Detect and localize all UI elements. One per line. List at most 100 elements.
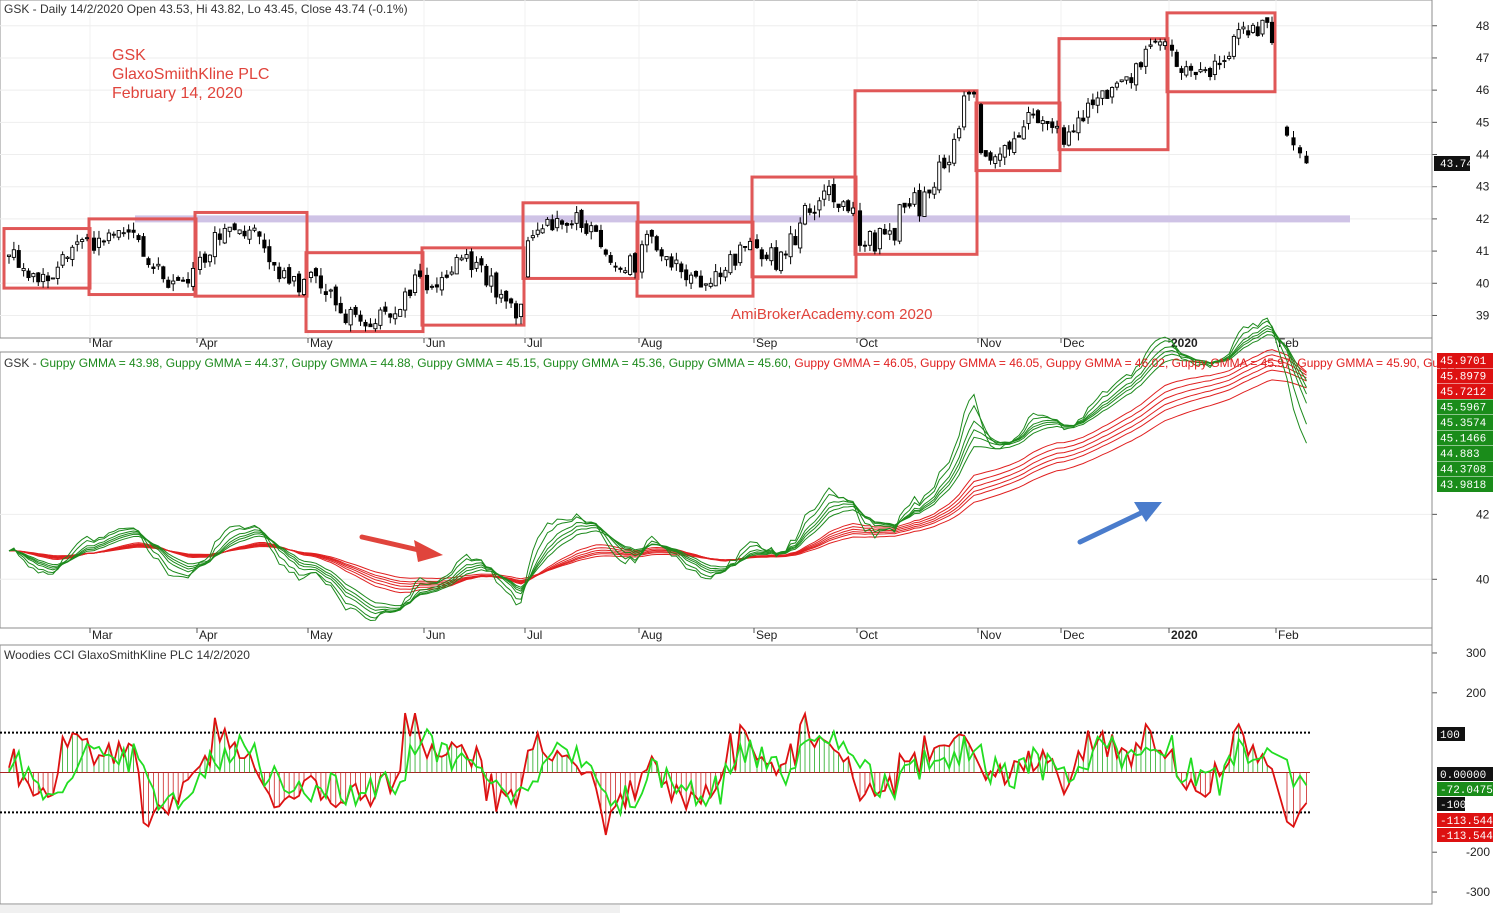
candle <box>1071 124 1076 133</box>
candle-body <box>84 237 90 240</box>
candle <box>1045 120 1050 131</box>
gmma-lines <box>8 317 1307 622</box>
candle <box>1119 79 1124 83</box>
candle <box>383 301 388 315</box>
candle <box>1188 63 1194 77</box>
candle-body <box>962 95 967 128</box>
candle-body <box>353 306 358 315</box>
candle <box>388 313 393 324</box>
candle-body <box>348 309 353 326</box>
gmma-tag-box <box>1437 399 1493 415</box>
candle-body <box>257 231 262 237</box>
candle-body <box>70 246 75 260</box>
candle <box>121 227 126 237</box>
candle-body <box>817 200 822 211</box>
gmma-header-part: Guppy GMMA = 46.05, <box>794 356 920 370</box>
candle <box>434 277 439 293</box>
candle-body <box>559 220 565 225</box>
candle-body <box>937 161 942 191</box>
candle <box>1105 89 1110 99</box>
gmma-header-part: Guppy GMMA = 43.98, <box>40 356 166 370</box>
candle-body <box>957 128 962 139</box>
candle <box>632 252 638 279</box>
candle-body <box>836 203 841 208</box>
candle <box>1174 49 1179 68</box>
gmma-tag-box <box>1437 446 1493 461</box>
candle <box>831 178 836 208</box>
candle <box>494 271 499 305</box>
candle <box>36 272 41 286</box>
candle-body <box>171 280 176 285</box>
candle <box>1158 38 1163 51</box>
candle <box>807 203 812 216</box>
candle-body <box>287 267 292 284</box>
candle-body <box>1198 69 1203 73</box>
candle-body <box>649 229 654 237</box>
candle <box>887 223 892 241</box>
candle-body <box>1090 99 1095 106</box>
sheet-tabs-bar[interactable] <box>0 904 620 913</box>
candle <box>525 236 531 278</box>
candle-body <box>1007 141 1012 150</box>
candle-body <box>424 274 430 291</box>
candle <box>907 197 912 209</box>
candle-body <box>1250 24 1256 33</box>
candle <box>867 230 872 251</box>
candle-body <box>1255 26 1260 37</box>
gmma-y-axis: 40 42 <box>1432 507 1490 586</box>
gmma-x-tick-label: Feb <box>1278 628 1299 642</box>
gmma-x-tick-label: Sep <box>756 628 778 642</box>
candle <box>579 208 584 233</box>
candle-body <box>1021 126 1026 140</box>
candle-body <box>993 156 998 164</box>
candle <box>96 230 101 256</box>
candle-body <box>242 230 247 237</box>
gmma-header-part: Guppy GMMA = 44.88, <box>291 356 417 370</box>
candle-body <box>887 230 892 235</box>
candle-body <box>932 186 937 195</box>
price-x-tick-label: Jul <box>527 336 542 350</box>
candle-body <box>459 257 464 261</box>
candle-body <box>141 236 146 257</box>
gmma-panel[interactable]: GSK - Guppy GMMA = 43.98, Guppy GMMA = 4… <box>0 317 1471 642</box>
candle <box>1265 17 1270 29</box>
gmma-y-tick-label: 40 <box>1476 572 1490 586</box>
candle <box>993 154 998 169</box>
gmma-x-tick-label: May <box>310 628 333 642</box>
candle-body <box>1297 147 1303 154</box>
candle <box>912 187 917 207</box>
candle <box>197 251 203 275</box>
price-y-tick-label: 46 <box>1476 83 1490 97</box>
candle <box>937 155 942 194</box>
candle-body <box>623 270 628 274</box>
blue-arrow <box>1077 502 1162 545</box>
price-panel[interactable]: GSK - Daily 14/2/2020 Open 43.53, Hi 43.… <box>0 0 1433 350</box>
candle-body <box>222 227 227 244</box>
candle-body <box>227 226 232 232</box>
candle <box>1169 39 1175 57</box>
cci-panel[interactable]: Woodies CCI GlaxoSmithKline PLC 14/2/202… <box>0 644 1433 905</box>
candle-body <box>131 229 136 233</box>
candle <box>872 229 877 255</box>
gmma-header-part: Guppy GMMA = 45.36, <box>543 356 669 370</box>
candle-body <box>111 233 116 236</box>
candle <box>91 231 97 254</box>
candle <box>424 267 430 294</box>
candle <box>328 288 333 299</box>
candle-body <box>1188 65 1194 71</box>
candle <box>693 270 699 279</box>
candle <box>1081 110 1086 123</box>
candle-body <box>882 228 887 235</box>
candle-body <box>902 202 907 208</box>
candle <box>628 253 633 276</box>
candle <box>1291 130 1296 151</box>
candle <box>902 202 907 214</box>
candle <box>917 183 922 222</box>
price-x-tick-label: Mar <box>92 336 113 350</box>
candle-body <box>639 244 645 273</box>
candle-body <box>684 269 689 281</box>
cci-tag-value: -113.544 <box>1440 831 1493 843</box>
candle <box>1250 22 1256 34</box>
price-x-tick-label: Dec <box>1063 336 1084 350</box>
candle <box>6 254 12 264</box>
